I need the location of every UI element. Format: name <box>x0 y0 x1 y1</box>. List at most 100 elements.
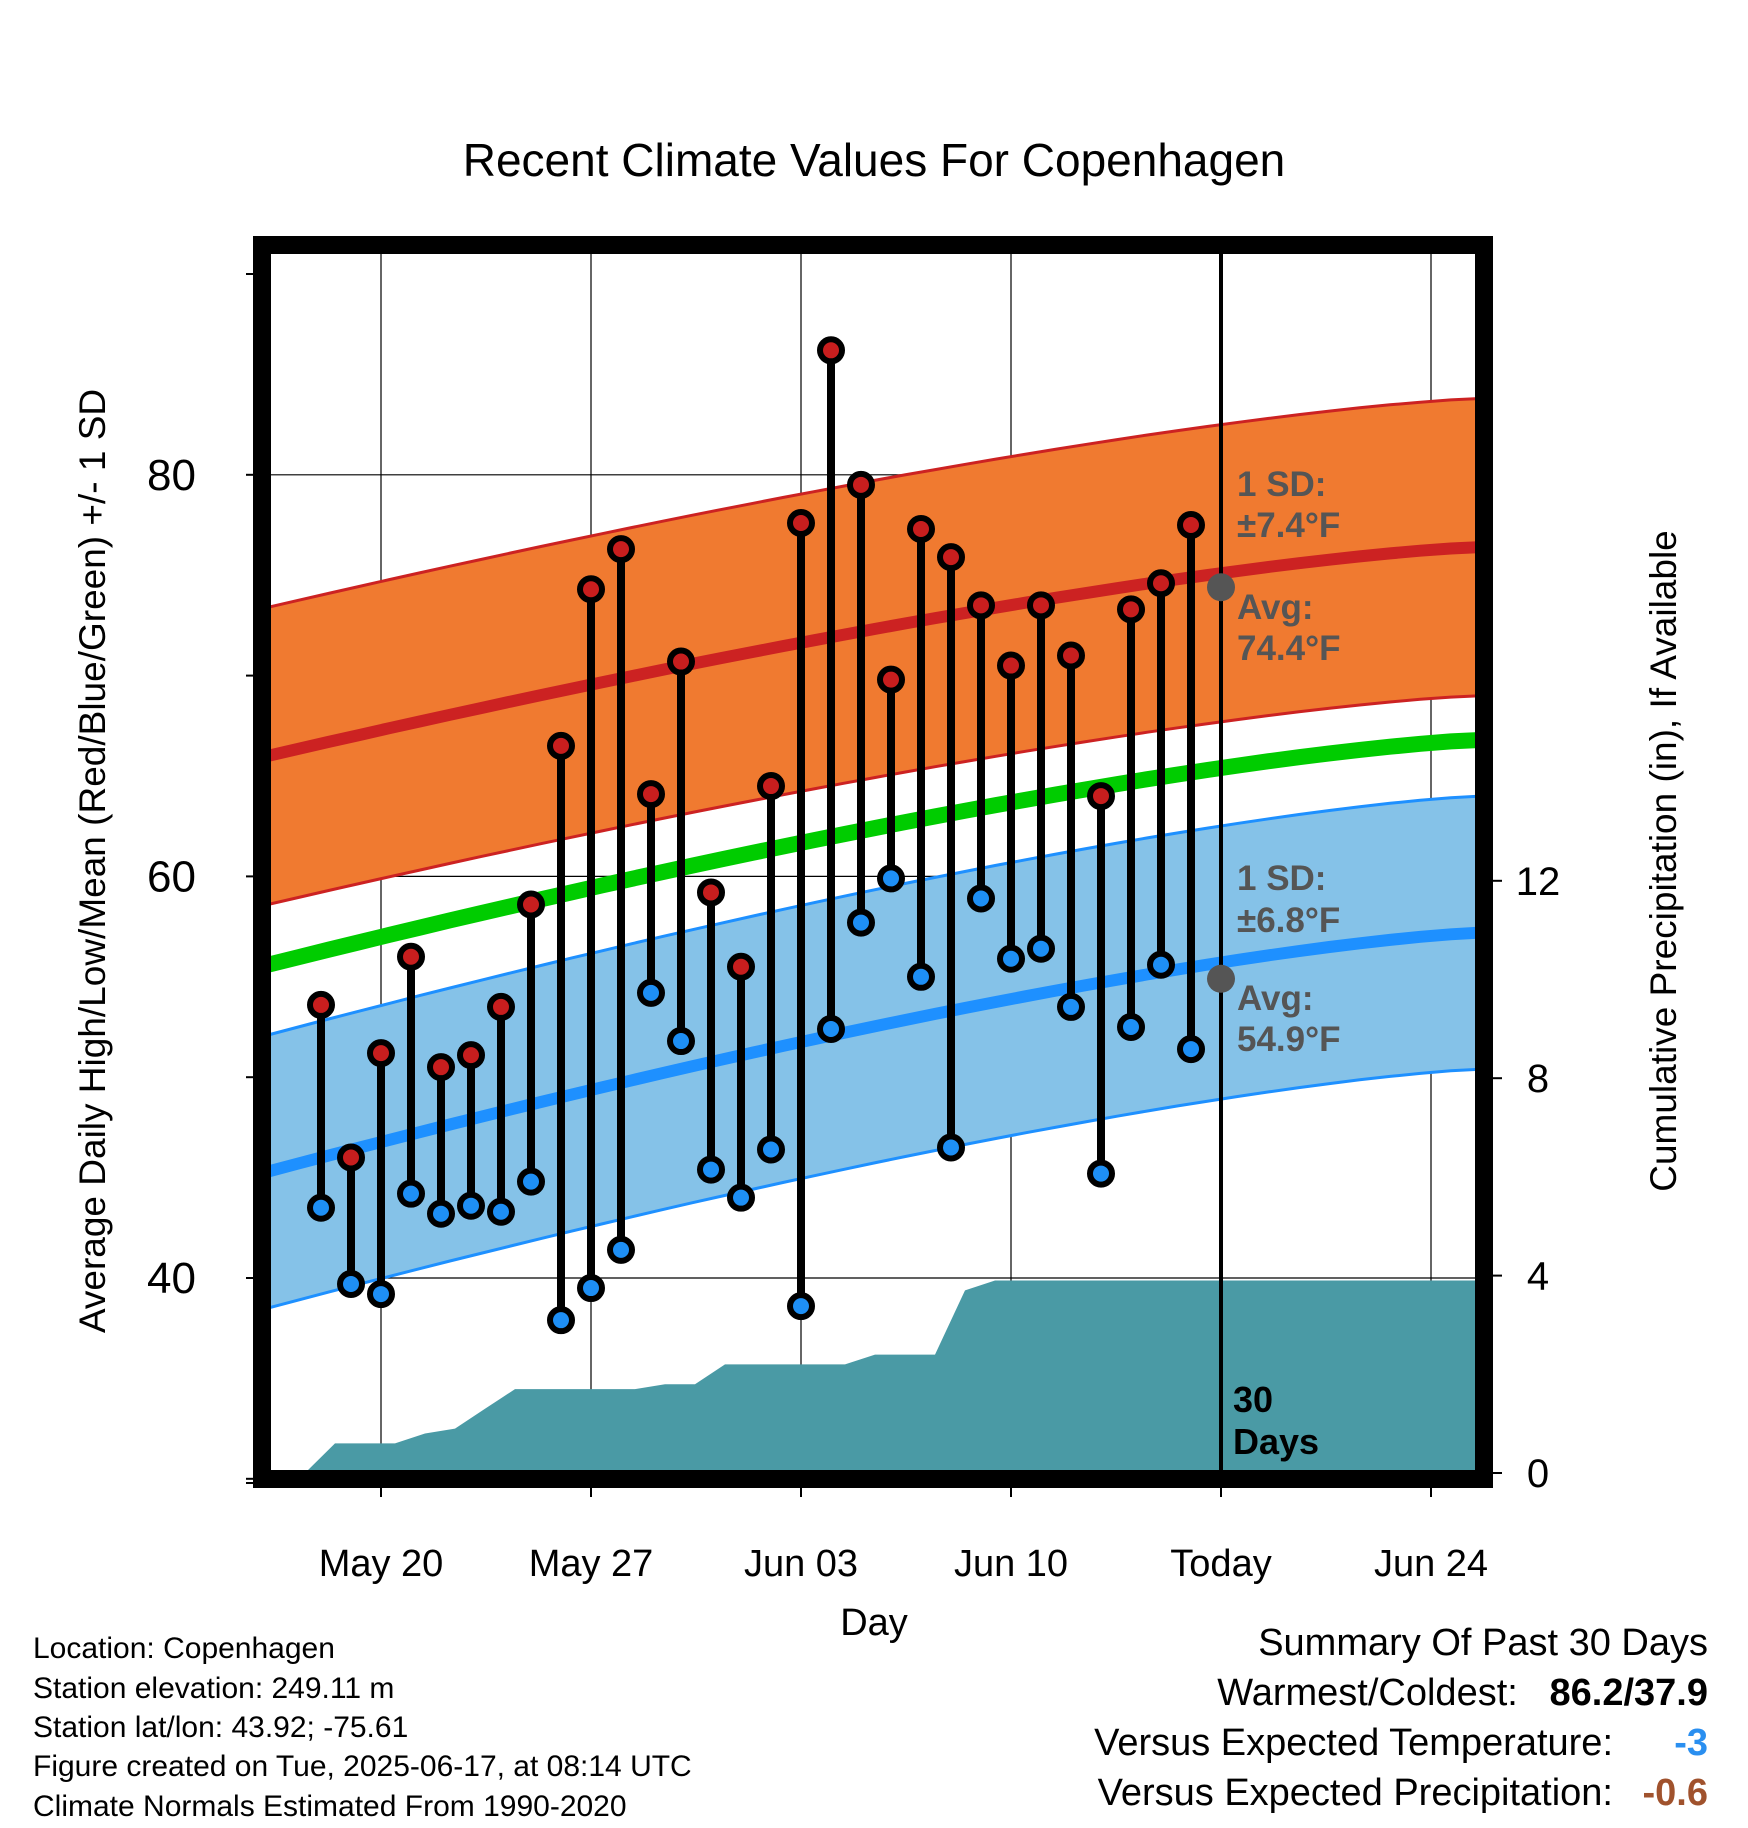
normal-mean-line <box>266 731 1480 973</box>
high-point <box>727 952 755 981</box>
annotation-low-avg-value: 54.9°F <box>1237 1020 1341 1059</box>
low-point <box>487 1197 515 1226</box>
y-tick-label: 60 <box>147 852 196 901</box>
precip-area <box>268 1280 1480 1475</box>
summary-temp: Versus Expected Temperature: -3 <box>1094 1722 1708 1765</box>
high-point <box>367 1039 395 1068</box>
low-point <box>337 1270 365 1299</box>
high-point <box>427 1053 455 1082</box>
low-point <box>1177 1035 1205 1064</box>
high-point <box>337 1143 365 1172</box>
info-location: Location: Copenhagen <box>33 1632 335 1665</box>
x-tick-label: May 27 <box>529 1543 654 1585</box>
high-point <box>307 990 335 1019</box>
x-tick-label: Jun 10 <box>954 1543 1068 1585</box>
low-point <box>697 1155 725 1184</box>
y2-tick-label: 4 <box>1527 1255 1549 1299</box>
summary-precip-label: Versus Expected Precipitation: <box>1097 1772 1613 1814</box>
x-tick-label: Today <box>1170 1543 1271 1585</box>
high-point <box>577 575 605 604</box>
summary-precip: Versus Expected Precipitation: -0.6 <box>1098 1772 1708 1815</box>
high-point <box>787 508 815 537</box>
low-point <box>457 1191 485 1220</box>
y2-tick-label: 0 <box>1527 1452 1549 1496</box>
high-point <box>1117 595 1145 624</box>
annotation-high-sd-value: ±7.4°F <box>1237 506 1340 545</box>
info-created: Figure created on Tue, 2025-06-17, at 08… <box>33 1750 692 1783</box>
x-axis-title: Day <box>840 1602 908 1644</box>
annotation-low-sd-value: ±6.8°F <box>1237 901 1340 940</box>
today-high-avg-marker <box>1207 573 1235 602</box>
plot-frame <box>253 236 1493 1488</box>
annotation-low-avg-label: Avg: <box>1237 979 1313 1018</box>
low-point <box>307 1193 335 1222</box>
low-point <box>517 1167 545 1196</box>
low-point <box>1087 1159 1115 1188</box>
high-point <box>847 470 875 499</box>
low-point <box>817 1015 845 1044</box>
summary-temp-label: Versus Expected Temperature: <box>1094 1722 1613 1764</box>
today-low-avg-marker <box>1207 964 1235 993</box>
annotation-high-avg-value: 74.4°F <box>1237 629 1341 668</box>
annotation-high-sd-label: 1 SD: <box>1237 465 1326 504</box>
low-point <box>397 1179 425 1208</box>
high-point <box>757 772 785 801</box>
high-point <box>1147 569 1175 598</box>
high-point <box>997 651 1025 680</box>
low-point <box>847 908 875 937</box>
high-point <box>517 890 545 919</box>
x-tick-label: May 20 <box>319 1543 444 1585</box>
y2-axis-title: Cumulative Precipitation (in), If Availa… <box>1643 530 1684 1192</box>
info-elevation: Station elevation: 249.11 m <box>33 1672 395 1705</box>
low-point <box>1117 1013 1145 1041</box>
high-point <box>1027 591 1055 620</box>
low-point <box>427 1199 455 1228</box>
plot-inner <box>266 249 1480 1475</box>
info-latlon: Station lat/lon: 43.92; -75.61 <box>33 1711 409 1744</box>
annotation-high-avg-label: Avg: <box>1237 588 1313 627</box>
info-normals: Climate Normals Estimated From 1990-2020 <box>33 1790 627 1823</box>
low-point <box>937 1133 965 1162</box>
high-point <box>1057 641 1085 670</box>
high-point <box>637 780 665 809</box>
low-point <box>1057 992 1085 1021</box>
y-axis-title: Average Daily High/Low/Mean (Red/Blue/Gr… <box>72 389 113 1333</box>
annotation-period-number: 30 <box>1233 1379 1273 1420</box>
high-point <box>937 543 965 572</box>
low-point <box>877 864 905 893</box>
high-point <box>697 878 725 907</box>
low-point <box>367 1280 395 1309</box>
chart-title: Recent Climate Values For Copenhagen <box>463 134 1286 186</box>
x-tick-label: Jun 03 <box>744 1543 858 1585</box>
high-point <box>907 515 935 544</box>
y-tick-label: 40 <box>147 1254 196 1303</box>
y2-tick-label: 8 <box>1527 1057 1549 1101</box>
normal-high-line <box>266 541 1480 762</box>
low-point <box>577 1274 605 1303</box>
high-point <box>967 591 995 620</box>
low-point <box>967 884 995 913</box>
high-point <box>667 647 695 676</box>
low-point <box>1027 934 1055 963</box>
y-tick-label: 80 <box>147 451 196 500</box>
high-point <box>1087 782 1115 811</box>
low-point <box>907 962 935 991</box>
summary-temp-value: -3 <box>1674 1722 1708 1764</box>
summary-precip-value: -0.6 <box>1642 1772 1708 1814</box>
low-point <box>757 1135 785 1164</box>
low-point <box>607 1235 635 1264</box>
high-point <box>457 1041 485 1070</box>
annotation-low-sd-label: 1 SD: <box>1237 859 1326 898</box>
y2-tick-label: 12 <box>1516 860 1561 904</box>
high-point <box>607 535 635 564</box>
summary-warm-cold-label: Warmest/Coldest: <box>1217 1672 1518 1714</box>
x-tick-label: Jun 24 <box>1374 1543 1488 1585</box>
low-point <box>787 1292 815 1321</box>
high-point <box>547 731 575 760</box>
high-point <box>817 336 845 365</box>
high-point <box>397 942 425 971</box>
annotation-period-unit: Days <box>1233 1421 1319 1462</box>
summary-title: Summary Of Past 30 Days <box>1258 1622 1708 1664</box>
